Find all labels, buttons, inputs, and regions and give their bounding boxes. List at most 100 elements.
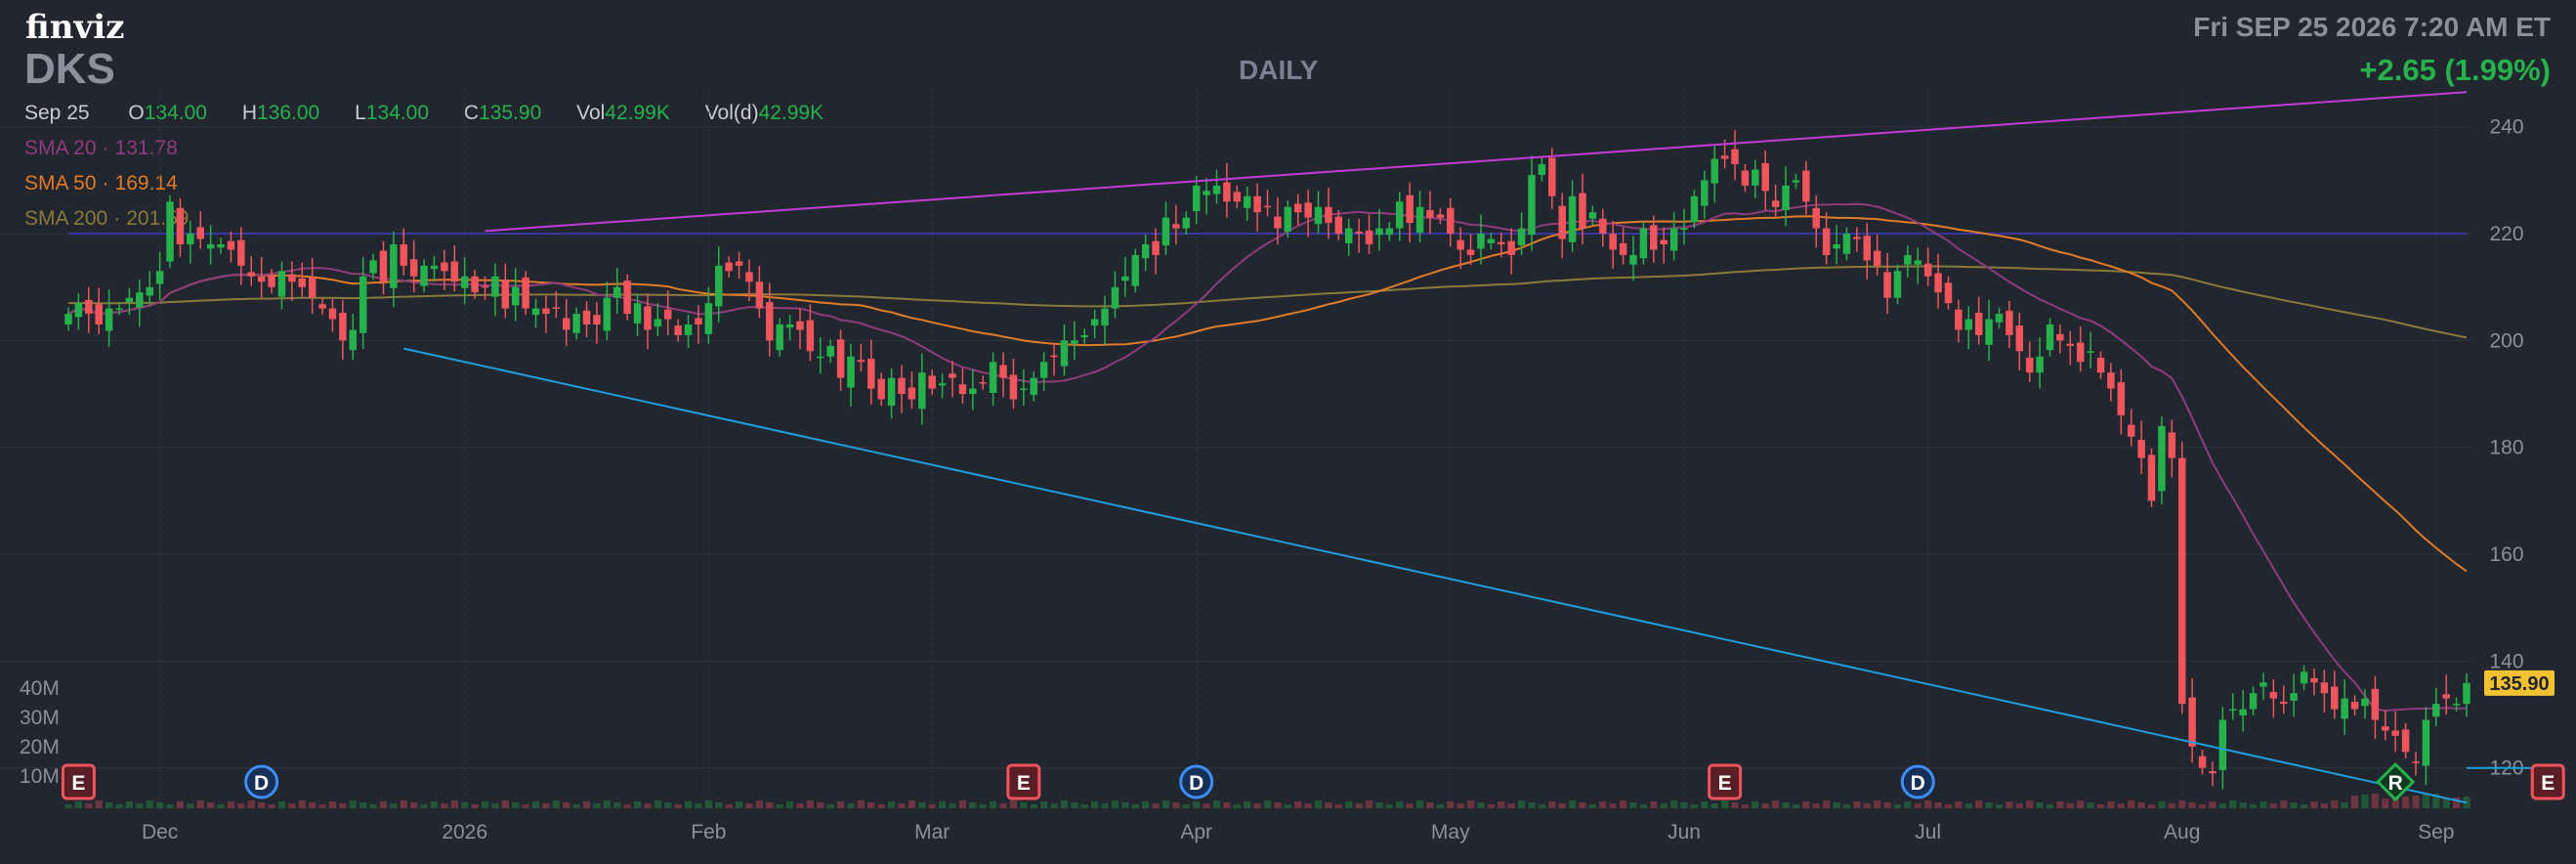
candle-body: [2341, 698, 2348, 719]
volume-bar: [2046, 804, 2054, 808]
candle-body: [1690, 195, 1699, 223]
separator-dot: ·: [102, 137, 109, 159]
candle-body: [339, 312, 347, 341]
x-tick-label: Aug: [2164, 821, 2200, 843]
candle-body: [826, 345, 834, 357]
candle-body: [766, 302, 774, 341]
candle-body: [715, 265, 723, 307]
volume-bar: [1223, 802, 1231, 808]
last-price-value: 135.90: [2489, 673, 2549, 695]
volume-bar: [2137, 802, 2145, 808]
volume-bar: [146, 800, 153, 808]
volume-bar: [2361, 795, 2369, 808]
volume-bar: [1457, 803, 1464, 808]
volume-bar: [2259, 801, 2267, 808]
volume-bar: [318, 804, 326, 808]
volume-bar: [847, 803, 855, 808]
volume-bar: [817, 802, 824, 808]
candle-body: [2158, 425, 2166, 492]
candle-body: [1660, 239, 1668, 244]
candle-body: [2391, 730, 2399, 736]
candle-body: [1548, 157, 1556, 196]
candle-body: [1375, 228, 1383, 236]
candle-body: [1579, 193, 1586, 229]
volume-bar: [887, 801, 896, 808]
volume-bar: [2290, 802, 2298, 808]
event-marker-D: D: [244, 764, 279, 799]
y-tick-label: 180: [2489, 437, 2523, 459]
volume-bar: [1345, 801, 1353, 808]
volume-bar: [867, 802, 875, 808]
candle-body: [1731, 149, 1739, 164]
volume-bar: [695, 803, 702, 808]
close-label: C: [463, 102, 480, 124]
candle-body: [1853, 237, 1861, 239]
volume-bar: [1244, 801, 1251, 808]
y-tick-label: 240: [2489, 116, 2523, 139]
candle-body: [2412, 761, 2420, 763]
volume-bar: [1396, 801, 1404, 808]
candle-body: [2300, 671, 2308, 684]
candle-body: [817, 356, 824, 359]
volume-bar: [227, 801, 235, 808]
volume-bar: [1619, 800, 1627, 808]
volume-bar: [715, 802, 723, 808]
volume-bar: [1385, 804, 1393, 808]
candle-body: [471, 276, 479, 293]
candle-body: [644, 306, 652, 330]
earnings-icon: [1708, 763, 1743, 800]
volume-bar: [1934, 802, 1942, 808]
sma-label: SMA 50: [24, 172, 97, 194]
volume-bar: [2280, 800, 2288, 808]
candle-body: [898, 377, 906, 395]
candle-body: [196, 227, 204, 239]
volume-bar: [633, 801, 642, 808]
volume-bar: [1588, 804, 1597, 808]
candle-body: [2290, 693, 2298, 701]
candle-body: [2015, 325, 2024, 352]
event-marker-letter: E: [71, 772, 85, 795]
candle-body: [949, 373, 956, 378]
volume-bar: [430, 801, 439, 808]
volume-bar: [1233, 804, 1241, 808]
volume-bar: [1406, 803, 1414, 808]
candle-body: [1680, 228, 1688, 231]
volume-bar: [2147, 804, 2156, 808]
candle-body: [2280, 701, 2288, 705]
volume-bar: [1863, 803, 1871, 808]
candle-body: [227, 240, 235, 250]
candle-body: [2137, 440, 2145, 458]
volume-bar: [755, 800, 764, 808]
candle-body: [918, 372, 926, 410]
candle-body: [1182, 217, 1191, 229]
candle-body: [1558, 205, 1566, 239]
candle-body: [288, 274, 296, 282]
candle-body: [247, 272, 255, 277]
period-label: DAILY: [1239, 55, 1319, 85]
volume-bar: [1507, 803, 1515, 808]
volume-bar: [2422, 795, 2430, 808]
candle-body: [1893, 271, 1902, 298]
finviz-logo[interactable]: finviz: [25, 8, 125, 47]
candle-body: [847, 356, 855, 388]
volume-bar: [1720, 800, 1729, 808]
candle-body: [2361, 698, 2369, 707]
volume-bar: [1752, 801, 1759, 808]
candle-body: [562, 318, 570, 330]
candle-body: [95, 304, 103, 324]
volume-bar: [2128, 800, 2135, 808]
volume-bar: [1020, 802, 1028, 808]
volume-bar: [2452, 798, 2461, 808]
candle-body: [664, 309, 672, 320]
volume-bar: [898, 803, 906, 808]
event-marker-E: E: [1708, 763, 1743, 800]
candle-body: [2259, 682, 2267, 687]
volume-bar: [2331, 800, 2339, 808]
volume-bar: [1761, 803, 1769, 808]
volume-bar: [1375, 802, 1383, 808]
volume-bar: [1161, 800, 1170, 808]
candle-body: [460, 276, 469, 288]
candle-body: [1039, 362, 1048, 378]
candle-body: [1863, 236, 1871, 261]
